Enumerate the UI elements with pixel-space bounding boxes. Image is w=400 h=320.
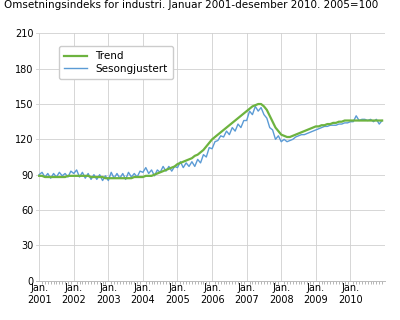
Sesongjustert — [314, 128, 318, 132]
Sesongjustert — [37, 173, 42, 177]
Sesongjustert — [132, 172, 137, 175]
Line: Trend: Trend — [39, 104, 382, 178]
Text: Omsetningsindeks for industri. Januar 2001-desember 2010. 2005=100: Omsetningsindeks for industri. Januar 20… — [4, 0, 378, 10]
Sesongjustert — [380, 119, 384, 123]
Sesongjustert — [279, 140, 284, 144]
Trend — [380, 119, 384, 123]
Trend — [103, 176, 108, 180]
Trend — [37, 174, 42, 178]
Sesongjustert — [374, 117, 379, 121]
Trend — [279, 133, 284, 137]
Sesongjustert — [112, 176, 116, 180]
Trend — [314, 124, 318, 128]
Trend — [256, 102, 260, 106]
Trend — [132, 175, 137, 179]
Sesongjustert — [230, 126, 235, 130]
Trend — [230, 121, 235, 125]
Legend: Trend, Sesongjustert: Trend, Sesongjustert — [59, 46, 173, 79]
Trend — [374, 119, 379, 123]
Sesongjustert — [100, 179, 105, 182]
Trend — [112, 176, 116, 180]
Line: Sesongjustert: Sesongjustert — [39, 106, 382, 180]
Sesongjustert — [253, 104, 258, 108]
